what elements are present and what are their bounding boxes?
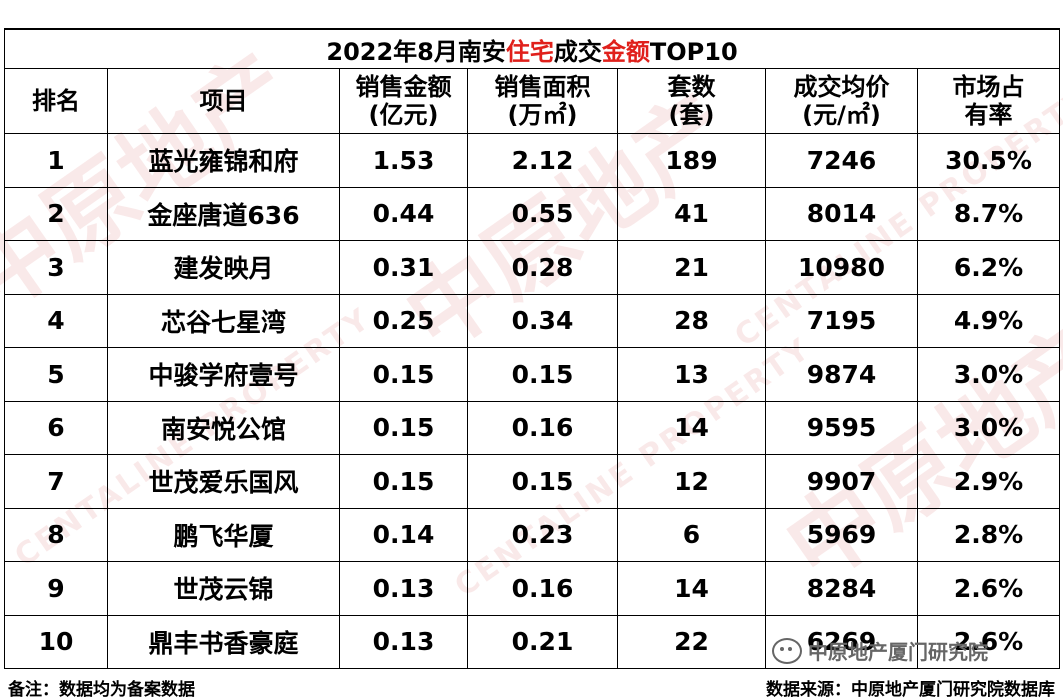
project-cell: 金座唐道636 <box>107 186 340 241</box>
sales-area-cell: 0.21 <box>467 614 618 669</box>
sales-area-cell: 0.16 <box>467 561 618 616</box>
rank-cell: 8 <box>4 507 108 562</box>
avg-price-cell: 8284 <box>765 561 918 616</box>
avg-price-cell: 10980 <box>765 240 918 295</box>
project-cell: 蓝光雍锦和府 <box>107 133 340 188</box>
avg-price-cell: 7246 <box>765 133 918 188</box>
units-cell: 189 <box>617 133 766 188</box>
footer-source: 数据来源：中原地产厦门研究院数据库 <box>766 680 1055 700</box>
rank-cell: 9 <box>4 561 108 616</box>
table-row: 8 鹏飞华厦 0.14 0.23 6 5969 2.8% <box>4 507 1061 562</box>
sales-amount-cell: 0.14 <box>339 507 468 562</box>
avg-price-cell: 5969 <box>765 507 918 562</box>
table-row: 3 建发映月 0.31 0.28 21 10980 6.2% <box>4 240 1061 295</box>
project-cell: 世茂爱乐国风 <box>107 454 340 509</box>
header-market-share: 市场占 有率 <box>916 68 1061 134</box>
sales-amount-cell: 0.25 <box>339 293 468 348</box>
rank-cell: 7 <box>4 454 108 509</box>
sales-area-cell: 0.55 <box>467 186 618 241</box>
rank-cell: 2 <box>4 186 108 241</box>
table-row: 6 南安悦公馆 0.15 0.16 14 9595 3.0% <box>4 400 1061 455</box>
sales-amount-cell: 0.31 <box>339 240 468 295</box>
avg-price-cell: 7195 <box>765 293 918 348</box>
units-cell: 28 <box>617 293 766 348</box>
project-cell: 鹏飞华厦 <box>107 507 340 562</box>
table-row: 2 金座唐道636 0.44 0.55 41 8014 8.7% <box>4 186 1061 241</box>
rank-cell: 1 <box>4 133 108 188</box>
avg-price-cell: 9907 <box>765 454 918 509</box>
market-share-cell: 8.7% <box>916 186 1061 241</box>
rank-cell: 4 <box>4 293 108 348</box>
sales-amount-cell: 0.44 <box>339 186 468 241</box>
market-share-cell: 6.2% <box>916 240 1061 295</box>
table-title: 2022年8月南安住宅成交金额TOP10 <box>3 28 1061 69</box>
units-cell: 21 <box>617 240 766 295</box>
avg-price-cell: 9595 <box>765 400 918 455</box>
market-share-cell: 2.6% <box>916 614 1061 669</box>
table-row: 9 世茂云锦 0.13 0.16 14 8284 2.6% <box>4 561 1061 616</box>
sales-amount-cell: 0.15 <box>339 454 468 509</box>
sales-area-cell: 0.28 <box>467 240 618 295</box>
units-cell: 14 <box>617 400 766 455</box>
market-share-cell: 30.5% <box>916 133 1061 188</box>
project-cell: 建发映月 <box>107 240 340 295</box>
project-cell: 芯谷七星湾 <box>107 293 340 348</box>
rank-cell: 5 <box>4 347 108 402</box>
wechat-account: 中原地产厦门研究院 <box>808 640 988 664</box>
units-cell: 6 <box>617 507 766 562</box>
footer-note: 备注：数据均为备案数据 <box>8 680 195 700</box>
table-row: 4 芯谷七星湾 0.25 0.34 28 7195 4.9% <box>4 293 1061 348</box>
header-rank: 排名 <box>4 68 108 134</box>
rank-cell: 10 <box>4 614 108 669</box>
project-cell: 世茂云锦 <box>107 561 340 616</box>
sales-area-cell: 0.15 <box>467 454 618 509</box>
rank-cell: 6 <box>4 400 108 455</box>
ranking-table: 2022年8月南安住宅成交金额TOP10 排名 项目 销售金额 (亿元) 销售面积… <box>3 28 1061 669</box>
header-sales-amount: 销售金额 (亿元) <box>339 68 468 134</box>
sales-area-cell: 2.12 <box>467 133 618 188</box>
units-cell: 12 <box>617 454 766 509</box>
sales-area-cell: 0.34 <box>467 293 618 348</box>
footer: 备注：数据均为备案数据 数据来源：中原地产厦门研究院数据库 <box>0 669 1063 700</box>
avg-price-cell: 9874 <box>765 347 918 402</box>
sales-amount-cell: 1.53 <box>339 133 468 188</box>
sales-area-cell: 0.15 <box>467 347 618 402</box>
header-units: 套数 (套) <box>617 68 766 134</box>
market-share-cell: 2.9% <box>916 454 1061 509</box>
units-cell: 14 <box>617 561 766 616</box>
project-cell: 鼎丰书香豪庭 <box>107 614 340 669</box>
sales-area-cell: 0.16 <box>467 400 618 455</box>
units-cell: 41 <box>617 186 766 241</box>
header-project: 项目 <box>107 68 340 134</box>
header-sales-area: 销售面积 (万㎡) <box>467 68 618 134</box>
market-share-cell: 3.0% <box>916 347 1061 402</box>
rank-cell: 3 <box>4 240 108 295</box>
table-row: 5 中骏学府壹号 0.15 0.15 13 9874 3.0% <box>4 347 1061 402</box>
wechat-watermark: 中原地产厦门研究院 <box>772 636 988 665</box>
sales-amount-cell: 0.15 <box>339 347 468 402</box>
sales-amount-cell: 0.15 <box>339 400 468 455</box>
units-cell: 22 <box>617 614 766 669</box>
sales-area-cell: 0.23 <box>467 507 618 562</box>
table-row: 7 世茂爱乐国风 0.15 0.15 12 9907 2.9% <box>4 454 1061 509</box>
table-row: 1 蓝光雍锦和府 1.53 2.12 189 7246 30.5% <box>4 133 1061 188</box>
sales-amount-cell: 0.13 <box>339 561 468 616</box>
market-share-cell: 3.0% <box>916 400 1061 455</box>
header-avg-price: 成交均价 (元/㎡) <box>765 68 918 134</box>
project-cell: 中骏学府壹号 <box>107 347 340 402</box>
units-cell: 13 <box>617 347 766 402</box>
project-cell: 南安悦公馆 <box>107 400 340 455</box>
avg-price-cell: 8014 <box>765 186 918 241</box>
market-share-cell: 4.9% <box>916 293 1061 348</box>
wechat-icon <box>772 637 802 664</box>
market-share-cell: 2.6% <box>916 561 1061 616</box>
market-share-cell: 2.8% <box>916 507 1061 562</box>
sales-amount-cell: 0.13 <box>339 614 468 669</box>
